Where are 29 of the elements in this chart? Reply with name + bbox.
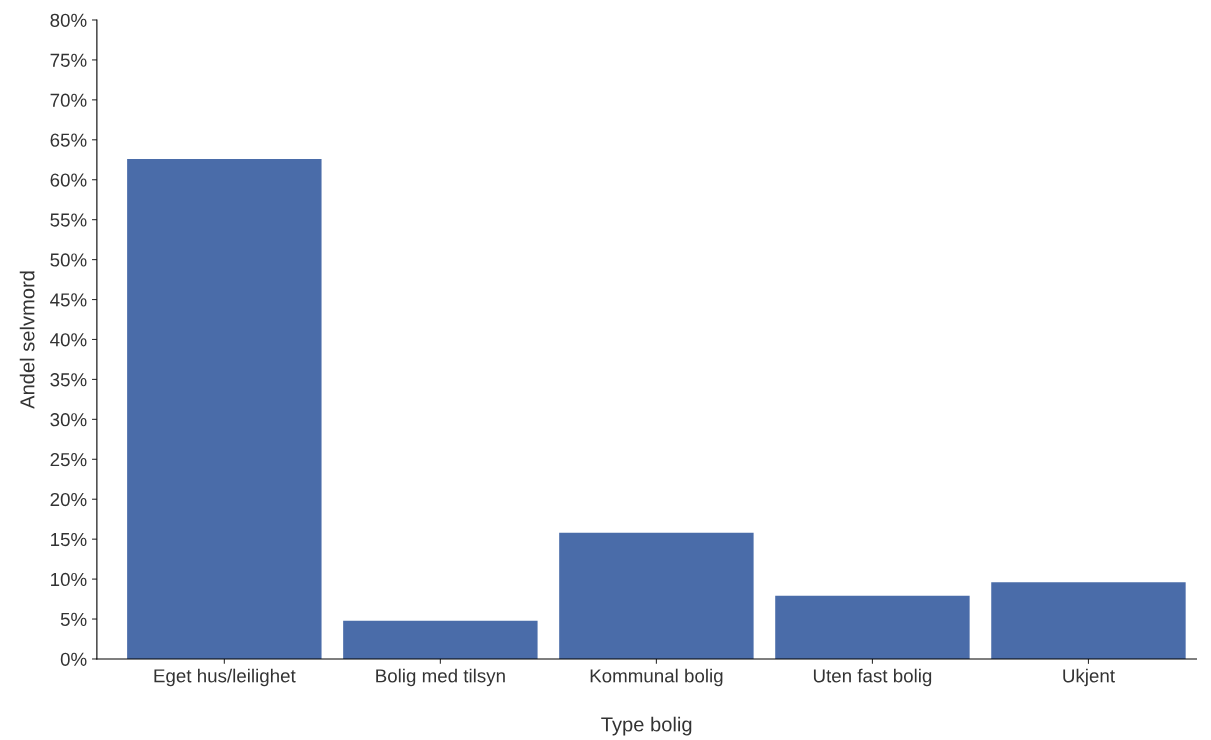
y-tick-label: 15% [51,532,87,547]
bar [343,620,538,659]
bar [127,158,322,659]
y-tick-label: 60% [50,173,87,187]
bar [991,582,1186,659]
y-tick-label: 35% [50,373,87,387]
y-tick-label: 45% [50,293,87,307]
y-tick-label: 75% [50,53,87,67]
y-tick-label: 50% [50,253,87,267]
x-tick-label: Kommunal bolig [590,668,723,687]
y-axis-title: Andel selvmord [19,271,35,409]
y-tick-label: 80% [50,13,87,27]
y-tick-label: 10% [51,572,87,587]
x-tick-label: Eget hus/leilighet [154,668,296,687]
x-tick-label: Ukjent [1063,668,1115,687]
y-tick-label: 70% [50,93,87,107]
y-tick-label: 20% [50,492,87,507]
y-tick-label: 55% [50,213,87,227]
y-tick-label: 65% [50,133,87,147]
y-tick-label: 5% [60,612,87,627]
y-tick-label: 40% [50,333,87,347]
y-tick-label: 30% [50,413,87,427]
x-tick-label: Bolig med tilsyn [376,668,505,687]
y-tick-label: 0% [60,652,87,666]
x-tick-label: Uten fast bolig [813,668,932,687]
bar [775,595,970,659]
bar [559,532,754,659]
y-tick-label: 25% [50,452,87,467]
x-axis-title: Type bolig [601,716,692,736]
